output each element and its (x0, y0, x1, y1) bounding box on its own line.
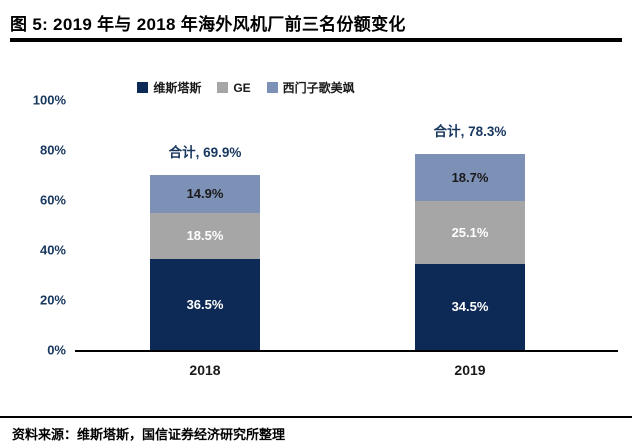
category-label: 2018 (189, 362, 221, 378)
total-label: 合计, 69.9% (168, 145, 242, 161)
y-axis: 100% 80% 60% 40% 20% 0% (14, 93, 66, 358)
bar-segment: 36.5% (150, 258, 260, 350)
figure-title: 图 5: 2019 年与 2018 年海外风机厂前三名份额变化 (10, 15, 406, 34)
x-axis-line (75, 350, 618, 352)
category-label: 2019 (454, 362, 486, 378)
legend-label: 西门子歌美飒 (282, 81, 355, 95)
legend-item: GE (217, 80, 251, 95)
bar-segment: 25.1% (415, 201, 525, 264)
y-tick-label: 60% (39, 192, 66, 208)
legend-swatch (137, 82, 149, 93)
bar-segment: 34.5% (415, 263, 525, 350)
plot-area: 合计, 69.9% 14.9% 18.5% 36.5% 2018 合计, 78.3%… (75, 100, 618, 378)
y-tick-label: 100% (32, 92, 66, 108)
bar-segment: 18.5% (150, 212, 260, 259)
bar-segment: 14.9% (150, 175, 260, 213)
y-tick-label: 40% (39, 242, 66, 258)
legend-item: 维斯塔斯 (137, 79, 201, 96)
legend-swatch (266, 82, 278, 93)
y-tick-label: 80% (39, 142, 66, 158)
bar-segment: 18.7% (415, 154, 525, 201)
legend-label: GE (233, 80, 251, 95)
legend-item: 西门子歌美飒 (266, 79, 355, 96)
total-label: 合计, 78.3% (433, 124, 507, 140)
bar-stack: 14.9% 18.5% 36.5% (150, 175, 260, 350)
legend: 维斯塔斯 GE 西门子歌美飒 (0, 79, 492, 96)
source-note: 资料来源：维斯塔斯，国信证券经济研究所整理 (12, 427, 286, 442)
footer-rule (0, 416, 632, 418)
y-tick-label: 20% (39, 292, 66, 308)
legend-label: 维斯塔斯 (153, 81, 202, 95)
legend-swatch (217, 82, 229, 93)
y-tick-label: 0% (47, 342, 66, 358)
title-rule (10, 38, 622, 42)
bar-stack: 18.7% 25.1% 34.5% (415, 154, 525, 350)
